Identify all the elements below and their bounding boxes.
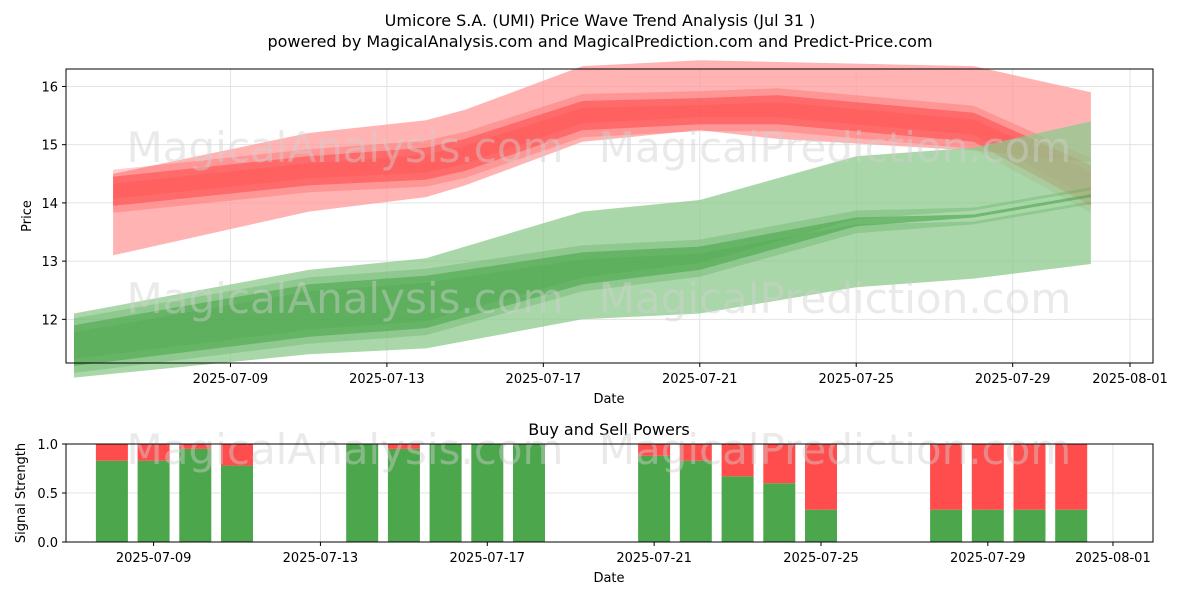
price-y-axis-label: Price — [20, 200, 35, 232]
price-y-tick-label-1: 13 — [41, 255, 58, 270]
buy-bar-2025-07-09 — [137, 460, 170, 542]
chart-title: Umicore S.A. (UMI) Price Wave Trend Anal… — [385, 11, 816, 30]
price-y-ticks: 12 13 14 15 16 — [41, 80, 66, 328]
sell-bar-2025-07-25 — [805, 444, 837, 510]
price-plot-frame — [65, 68, 1154, 364]
price-band-center-green — [74, 194, 1091, 366]
power-x-tick-label-0: 2025-07-09 — [116, 551, 192, 566]
price-bands — [74, 60, 1091, 378]
sell-bar-2025-07-11 — [221, 444, 253, 466]
price-x-tick-label-6: 2025-08-01 — [1092, 372, 1168, 387]
buy-bar-2025-07-31 — [1055, 509, 1088, 542]
sell-bar-2025-07-15 — [387, 444, 420, 449]
sell-bar-2025-07-21 — [638, 444, 671, 456]
buy-bar-2025-07-23 — [721, 476, 754, 542]
power-x-axis-label: Date — [593, 571, 624, 586]
price-band-core-green-2 — [74, 187, 1091, 359]
buy-bar-2025-07-16 — [429, 444, 462, 542]
buy-bar-2025-07-28 — [930, 509, 963, 542]
power-watermarks: MagicalAnalysis.com MagicalPrediction.co… — [127, 425, 1072, 474]
buy-bar-2025-07-29 — [971, 509, 1004, 542]
power-x-ticks: 2025-07-09 2025-07-13 2025-07-17 2025-07-21… — [116, 542, 1151, 566]
price-band-core-red-1 — [113, 95, 1091, 206]
sell-bar-2025-07-31 — [1055, 444, 1088, 510]
power-x-tick-label-6: 2025-08-01 — [1075, 551, 1151, 566]
chart-subtitle: powered by MagicalAnalysis.com and Magic… — [267, 32, 932, 51]
watermark-analysis-top-2: MagicalAnalysis.com — [127, 274, 564, 323]
price-y-tick-label-0: 12 — [41, 313, 58, 328]
price-x-tick-label-1: 2025-07-13 — [349, 372, 425, 387]
price-x-ticks: 2025-07-09 2025-07-13 2025-07-17 2025-07-21… — [193, 363, 1168, 387]
price-x-tick-label-5: 2025-07-29 — [975, 372, 1051, 387]
watermark-prediction-top-2: MagicalPrediction.com — [599, 274, 1072, 323]
power-bars — [95, 444, 1088, 542]
buy-bar-2025-07-10 — [179, 448, 212, 542]
price-x-tick-label-3: 2025-07-21 — [662, 372, 738, 387]
buy-bar-2025-07-25 — [805, 509, 837, 542]
price-band-outer-green — [74, 121, 1091, 378]
sell-bar-2025-07-22 — [679, 444, 712, 461]
power-plot: Buy and Sell Powers MagicalAnalysis.com … — [14, 420, 1154, 586]
power-y-tick-label-0: 0.0 — [37, 536, 58, 551]
power-y-tick-label-1: 0.5 — [37, 487, 58, 502]
price-x-axis-label: Date — [593, 392, 624, 407]
buy-bar-2025-07-30 — [1013, 509, 1046, 542]
price-band-core-green-0 — [74, 201, 1091, 373]
price-y-tick-label-2: 14 — [41, 197, 58, 212]
buy-bar-2025-07-11 — [221, 465, 253, 542]
price-y-tick-label-3: 15 — [41, 139, 58, 154]
power-x-tick-label-2: 2025-07-17 — [450, 551, 526, 566]
power-y-axis-label: Signal Strength — [14, 443, 29, 543]
buy-bar-2025-07-24 — [763, 483, 796, 542]
buy-bar-2025-07-21 — [638, 455, 671, 542]
price-band-core-green-1 — [74, 194, 1091, 366]
buy-bar-2025-07-15 — [387, 448, 420, 542]
price-watermarks: MagicalAnalysis.com MagicalPrediction.co… — [127, 123, 1072, 323]
power-chart-title: Buy and Sell Powers — [528, 420, 690, 439]
watermark-analysis-top-1: MagicalAnalysis.com — [127, 123, 564, 172]
watermark-prediction-top-1: MagicalPrediction.com — [599, 123, 1072, 172]
sell-bar-2025-07-29 — [971, 444, 1004, 510]
price-plot: MagicalAnalysis.com MagicalPrediction.co… — [20, 60, 1168, 407]
power-y-tick-label-2: 1.0 — [37, 438, 58, 453]
price-band-outer-red — [113, 60, 1091, 256]
sell-bar-2025-07-30 — [1013, 444, 1046, 510]
sell-bar-2025-07-24 — [763, 444, 796, 484]
price-band-center-red — [113, 95, 1091, 206]
price-x-tick-label-0: 2025-07-09 — [193, 372, 269, 387]
power-x-tick-label-5: 2025-07-29 — [950, 551, 1026, 566]
buy-bar-2025-07-08 — [95, 460, 128, 542]
power-x-tick-label-1: 2025-07-13 — [283, 551, 359, 566]
price-band-core-red-2 — [113, 88, 1091, 199]
sell-bar-2025-07-08 — [95, 444, 128, 461]
price-x-tick-label-2: 2025-07-17 — [506, 372, 582, 387]
power-x-tick-label-4: 2025-07-25 — [783, 551, 859, 566]
power-y-ticks: 0.0 0.5 1.0 — [37, 438, 66, 551]
price-band-core-red-0 — [113, 102, 1091, 213]
watermark-analysis-bottom: MagicalAnalysis.com — [127, 425, 564, 474]
buy-bar-2025-07-14 — [346, 444, 379, 542]
price-x-tick-label-4: 2025-07-25 — [818, 372, 894, 387]
price-y-tick-label-4: 16 — [41, 80, 58, 95]
sell-bar-2025-07-28 — [930, 444, 963, 510]
power-x-tick-label-3: 2025-07-21 — [616, 551, 692, 566]
sell-bar-2025-07-23 — [721, 444, 754, 477]
buy-bar-2025-07-22 — [679, 460, 712, 542]
sell-bar-2025-07-09 — [137, 444, 170, 461]
buy-bar-2025-07-17 — [471, 444, 504, 542]
buy-bar-2025-07-18 — [513, 444, 545, 542]
watermark-prediction-bottom: MagicalPrediction.com — [599, 425, 1072, 474]
sell-bar-2025-07-10 — [179, 444, 212, 449]
